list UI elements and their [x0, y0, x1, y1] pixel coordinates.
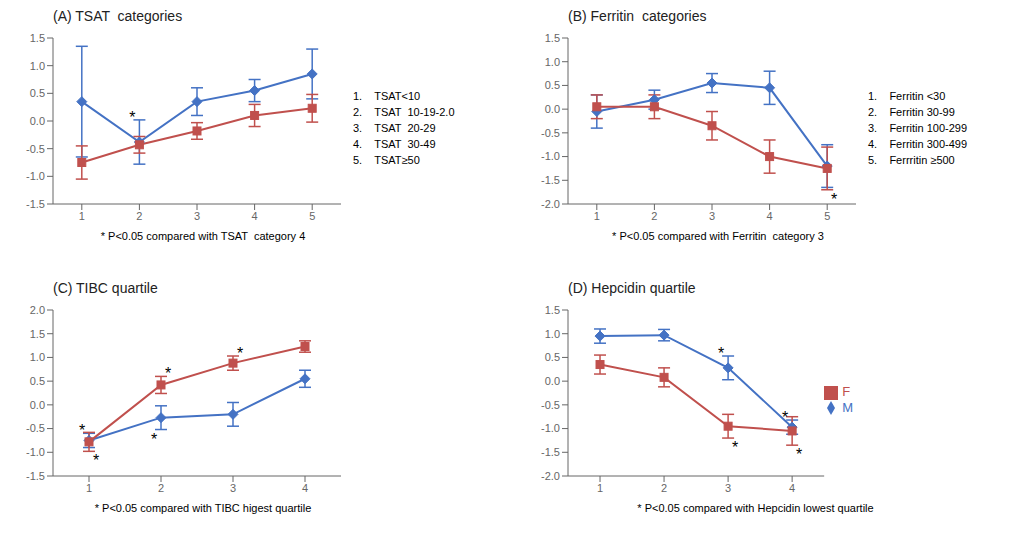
html-text:* P<0.05 compared with TSAT ca: * P<0.05 compared with TSAT category 4 [100, 230, 306, 242]
svg-text:4: 4 [252, 210, 258, 222]
html-text:(A) TSAT categories: (A) TSAT categories [53, 8, 183, 24]
html-text:1. TSAT<10: 1. TSAT<10 [353, 90, 421, 102]
svg-text:2: 2 [661, 481, 667, 493]
html-text:* P<0.05 compared with TIBC hi: * P<0.05 compared with TIBC higest quart… [94, 501, 312, 514]
svg-text:-1.5: -1.5 [541, 446, 560, 458]
svg-text:-1.5: -1.5 [26, 198, 45, 210]
svg-text:-1.5: -1.5 [26, 469, 45, 481]
svg-text:*: * [237, 345, 243, 362]
svg-text:4: 4 [302, 481, 308, 493]
svg-text:*: * [796, 446, 802, 463]
svg-text:1.0: 1.0 [545, 327, 560, 339]
svg-text:-1.0: -1.0 [26, 170, 45, 182]
svg-text:0.5: 0.5 [545, 79, 560, 91]
html-text:5. TSAT≥50: 5. TSAT≥50 [353, 154, 420, 166]
svg-text:3: 3 [709, 210, 715, 222]
svg-text:*: * [831, 191, 837, 208]
svg-text:0.5: 0.5 [545, 351, 560, 363]
html-text:(D) Hepcidin quartile: (D) Hepcidin quartile [568, 279, 696, 296]
svg-text:1: 1 [594, 210, 600, 222]
html-text:4. Ferritin 300-499: 4. Ferritin 300-499 [868, 138, 968, 150]
svg-text:1: 1 [86, 481, 92, 493]
svg-text:-1.0: -1.0 [541, 422, 560, 434]
html-text:3. TSAT 20-29: 3. TSAT 20-29 [353, 122, 436, 134]
svg-text:1.5: 1.5 [30, 32, 45, 44]
html-text:* P<0.05 compared with Ferriti: * P<0.05 compared with Ferritin category… [612, 230, 824, 242]
svg-text:2: 2 [136, 210, 142, 222]
svg-text:*: * [165, 365, 171, 382]
svg-text:4: 4 [789, 481, 795, 493]
svg-text:3: 3 [194, 210, 200, 222]
svg-text:0.5: 0.5 [30, 87, 45, 99]
html-text:2. Ferritin 30-99: 2. Ferritin 30-99 [868, 106, 955, 118]
svg-text:0.0: 0.0 [545, 103, 560, 115]
svg-text:*: * [79, 422, 85, 439]
svg-text:*: * [718, 345, 724, 362]
svg-text:3: 3 [230, 481, 236, 493]
svg-text:-0.5: -0.5 [541, 398, 560, 410]
svg-text:-2.0: -2.0 [541, 469, 560, 481]
svg-text:0.0: 0.0 [30, 115, 45, 127]
svg-text:-0.5: -0.5 [26, 422, 45, 434]
svg-text:1: 1 [597, 481, 603, 493]
html-text:M: M [842, 399, 853, 415]
svg-text:-0.5: -0.5 [541, 127, 560, 139]
html-text:2. TSAT 10-19-2.0: 2. TSAT 10-19-2.0 [353, 106, 455, 118]
svg-text:1.5: 1.5 [30, 327, 45, 339]
svg-text:*: * [151, 430, 157, 447]
svg-text:*: * [93, 452, 99, 469]
html-text:4. TSAT 30-49: 4. TSAT 30-49 [353, 138, 436, 150]
svg-text:0.5: 0.5 [30, 375, 45, 387]
svg-text:-1.5: -1.5 [541, 174, 560, 186]
svg-text:2: 2 [158, 481, 164, 493]
html-text:5. Ferrritin ≥500: 5. Ferrritin ≥500 [868, 154, 955, 166]
html-text:(C) TIBC quartile: (C) TIBC quartile [53, 279, 158, 296]
svg-text:-2.0: -2.0 [541, 198, 560, 210]
svg-text:*: * [782, 409, 788, 426]
svg-text:3: 3 [725, 481, 731, 493]
svg-text:1.5: 1.5 [545, 32, 560, 44]
html-text:F: F [842, 383, 851, 399]
svg-text:2: 2 [651, 210, 657, 222]
svg-text:2.0: 2.0 [30, 303, 45, 315]
svg-text:-1.0: -1.0 [26, 446, 45, 458]
html-text:* P<0.05 compared with Hepcidi: * P<0.05 compared with Hepcidin lowest q… [637, 501, 874, 514]
svg-text:1.5: 1.5 [545, 303, 560, 315]
html-text:1. Ferritin <30: 1. Ferritin <30 [868, 90, 946, 102]
svg-text:0.0: 0.0 [545, 375, 560, 387]
svg-text:*: * [732, 439, 738, 456]
svg-text:5: 5 [824, 210, 830, 222]
html-text:(B) Ferritin categories: (B) Ferritin categories [568, 8, 707, 24]
html-text:3. Ferritin 100-299: 3. Ferritin 100-299 [868, 122, 968, 134]
svg-text:-1.0: -1.0 [541, 150, 560, 162]
svg-text:4: 4 [767, 210, 773, 222]
svg-text:5: 5 [309, 210, 315, 222]
svg-text:1.0: 1.0 [30, 60, 45, 72]
svg-text:1.0: 1.0 [545, 56, 560, 68]
svg-text:-0.5: -0.5 [26, 143, 45, 155]
svg-text:0.0: 0.0 [30, 398, 45, 410]
svg-text:1: 1 [79, 210, 85, 222]
svg-text:*: * [129, 109, 135, 126]
svg-text:1.0: 1.0 [30, 351, 45, 363]
